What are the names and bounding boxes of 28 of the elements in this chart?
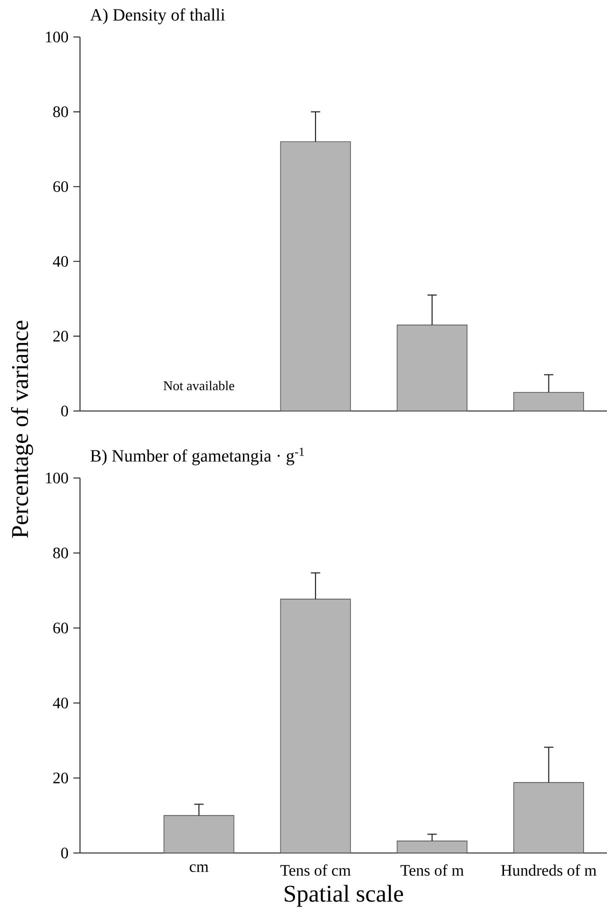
y-tick-label: 20: [53, 772, 68, 784]
bar: [164, 815, 234, 854]
y-tick-label: 60: [53, 181, 68, 192]
x-tick-label: Hundreds of m: [501, 864, 596, 876]
y-tick-label: 100: [46, 472, 68, 484]
y-tick-label: 80: [53, 548, 68, 558]
bar: [513, 392, 584, 412]
y-axis-title: Percentage of variance: [10, 320, 34, 538]
annotation: Not available: [164, 380, 234, 390]
y-tick-label: 20: [53, 330, 68, 342]
x-tick-label: Tens of m: [400, 864, 464, 876]
bar: [513, 782, 584, 854]
chart-title: A) Density of thalli: [90, 8, 225, 24]
y-tick-label: 0: [61, 406, 68, 416]
y-tick-label: 100: [46, 32, 68, 42]
bar: [280, 141, 351, 412]
y-tick-label: 80: [53, 106, 68, 118]
chart-title: B) Number of gametangia · g$^{-1}$: [90, 448, 304, 466]
bar: [396, 324, 468, 412]
x-tick-label: cm: [190, 864, 208, 872]
bar: [396, 840, 468, 854]
y-tick-label: 40: [52, 256, 68, 267]
y-tick-label: 60: [53, 622, 68, 634]
x-axis-title: Spatial scale: [284, 884, 404, 907]
x-tick-label: Tens of cm: [280, 864, 351, 876]
y-tick-label: 0: [61, 848, 68, 858]
bar: [280, 598, 351, 854]
y-tick-label: 40: [52, 698, 68, 708]
